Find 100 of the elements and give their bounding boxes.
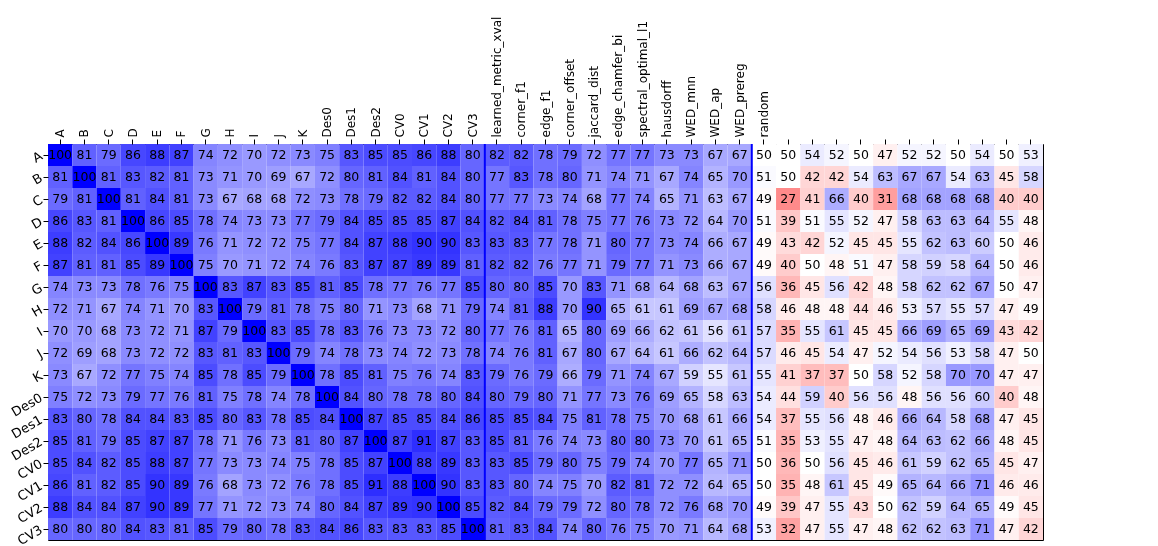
data-label: 73 (391, 301, 408, 316)
data-label: 62 (658, 323, 675, 338)
data-label: 66 (634, 323, 651, 338)
y-tick-label: E (30, 236, 45, 254)
data-label: 48 (877, 279, 894, 294)
data-label: 83 (197, 301, 214, 316)
data-label: 83 (246, 411, 263, 426)
data-label: 87 (173, 147, 190, 162)
data-label: 45 (1022, 433, 1039, 448)
data-label: 84 (513, 213, 530, 228)
x-tick-label: Des1 (344, 106, 359, 138)
data-label: 77 (537, 235, 554, 250)
data-label: 85 (294, 323, 311, 338)
data-label: 100 (96, 191, 121, 206)
data-label: 48 (828, 301, 845, 316)
data-label: 67 (610, 345, 627, 360)
data-label: 70 (658, 455, 675, 470)
x-tick-label: hausdorff (659, 79, 674, 138)
data-label: 73 (683, 147, 700, 162)
data-label: 50 (780, 169, 797, 184)
data-label: 71 (974, 477, 991, 492)
data-label: 71 (222, 499, 238, 514)
data-label: 50 (998, 147, 1015, 162)
data-label: 81 (197, 389, 214, 404)
data-label: 75 (294, 235, 311, 250)
data-label: 85 (343, 367, 360, 382)
data-label: 100 (460, 521, 485, 536)
data-label: 42 (1022, 323, 1039, 338)
data-label: 54 (974, 147, 991, 162)
x-tick-label: CV0 (392, 113, 407, 138)
data-label: 89 (440, 455, 457, 470)
data-label: 79 (246, 301, 263, 316)
data-label: 40 (853, 191, 869, 206)
data-label: 63 (950, 213, 967, 228)
data-label: 75 (52, 389, 69, 404)
data-label: 76 (416, 367, 433, 382)
data-label: 65 (974, 455, 991, 470)
data-label: 78 (319, 323, 336, 338)
x-tick-label: CV2 (441, 113, 456, 138)
data-label: 72 (76, 389, 93, 404)
data-label: 49 (1022, 301, 1039, 316)
data-label: 77 (391, 279, 408, 294)
data-label: 56 (755, 279, 772, 294)
data-label: 84 (464, 389, 481, 404)
data-label: 75 (561, 411, 578, 426)
data-label: 53 (901, 301, 918, 316)
data-label: 81 (270, 301, 287, 316)
data-label: 71 (610, 279, 627, 294)
data-label: 73 (658, 213, 675, 228)
data-label: 47 (998, 521, 1015, 536)
data-label: 75 (294, 455, 311, 470)
data-label: 74 (222, 213, 239, 228)
data-label: 48 (1022, 389, 1039, 404)
data-label: 87 (173, 433, 190, 448)
data-label: 45 (877, 323, 894, 338)
data-label: 65 (658, 191, 675, 206)
data-label: 71 (367, 301, 384, 316)
data-label: 68 (901, 191, 918, 206)
data-label: 75 (319, 301, 336, 316)
data-label: 67 (222, 191, 238, 206)
data-label: 67 (707, 301, 724, 316)
data-label: 47 (877, 213, 894, 228)
data-label: 81 (76, 257, 93, 272)
data-label: 100 (290, 367, 315, 382)
data-label: 78 (537, 169, 554, 184)
data-label: 78 (367, 279, 384, 294)
data-label: 100 (363, 433, 388, 448)
data-label: 79 (319, 213, 336, 228)
data-label: 80 (440, 389, 457, 404)
data-label: 89 (173, 477, 190, 492)
data-label: 79 (561, 147, 578, 162)
data-label: 90 (149, 477, 166, 492)
y-tick-label: H (29, 302, 45, 320)
data-label: 64 (658, 279, 675, 294)
data-label: 64 (974, 257, 991, 272)
data-label: 63 (925, 213, 942, 228)
data-label: 68 (950, 191, 967, 206)
data-label: 78 (561, 235, 578, 250)
data-label: 90 (440, 235, 457, 250)
data-label: 73 (416, 323, 433, 338)
data-label: 70 (561, 279, 578, 294)
data-label: 73 (197, 191, 214, 206)
data-label: 72 (246, 235, 263, 250)
data-label: 54 (755, 411, 772, 426)
data-label: 77 (319, 235, 336, 250)
data-label: 78 (197, 213, 214, 228)
data-label: 46 (877, 455, 894, 470)
data-label: 84 (124, 521, 141, 536)
data-label: 76 (367, 323, 384, 338)
data-label: 85 (416, 213, 433, 228)
data-label: 68 (974, 411, 991, 426)
data-label: 100 (266, 345, 291, 360)
data-label: 55 (707, 367, 724, 382)
data-label: 61 (828, 323, 845, 338)
data-label: 89 (173, 235, 190, 250)
data-label: 83 (464, 367, 481, 382)
data-label: 63 (707, 279, 724, 294)
data-label: 70 (52, 323, 69, 338)
data-label: 39 (780, 213, 797, 228)
data-label: 50 (877, 499, 894, 514)
